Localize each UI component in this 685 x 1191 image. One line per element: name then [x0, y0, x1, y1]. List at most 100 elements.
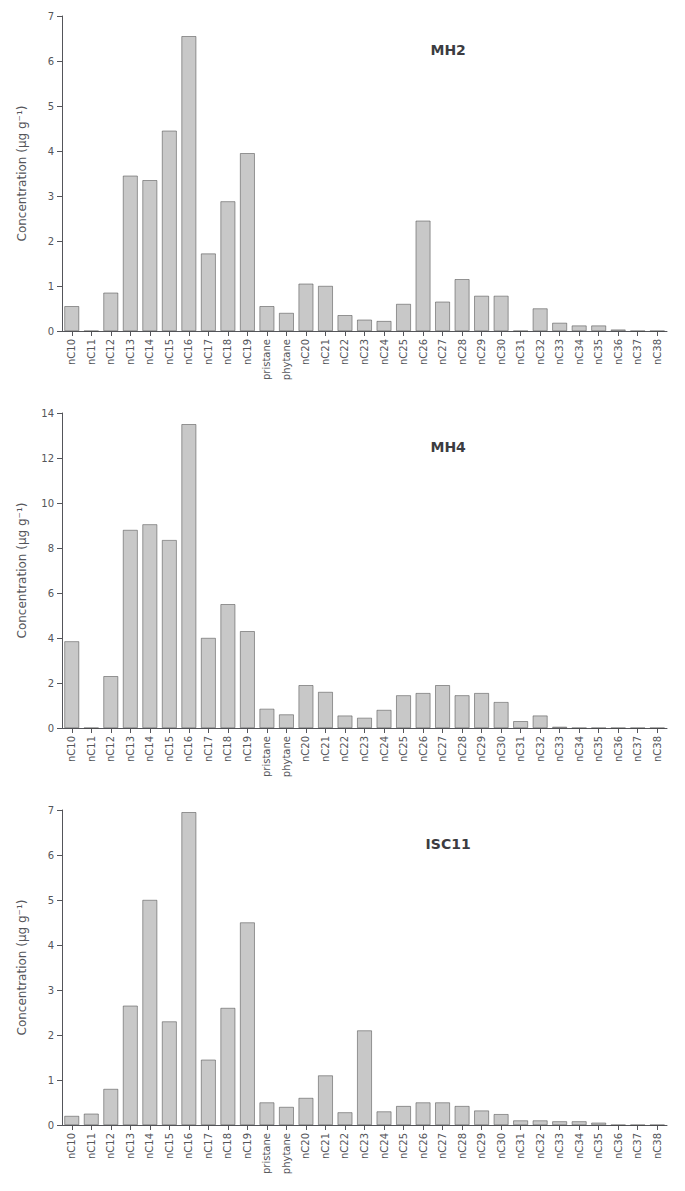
svg-text:1: 1 [48, 1075, 54, 1086]
svg-text:phytane: phytane [281, 1133, 292, 1174]
svg-text:7: 7 [48, 11, 54, 22]
svg-text:nC30: nC30 [496, 736, 507, 762]
svg-text:nC19: nC19 [242, 1133, 253, 1159]
svg-text:nC35: nC35 [593, 1133, 604, 1159]
svg-text:2: 2 [48, 678, 54, 689]
svg-text:nC18: nC18 [222, 1133, 233, 1159]
svg-text:nC20: nC20 [300, 339, 311, 365]
svg-text:nC14: nC14 [144, 1133, 155, 1159]
svg-text:nC26: nC26 [418, 736, 429, 762]
svg-text:nC28: nC28 [457, 1133, 468, 1159]
svg-text:nC17: nC17 [203, 339, 214, 365]
svg-text:nC27: nC27 [437, 1133, 448, 1159]
svg-text:nC13: nC13 [125, 736, 136, 762]
svg-text:nC36: nC36 [613, 736, 624, 762]
svg-text:nC27: nC27 [437, 736, 448, 762]
svg-text:nC23: nC23 [359, 1133, 370, 1159]
svg-text:MH4: MH4 [430, 439, 466, 455]
svg-text:nC15: nC15 [164, 339, 175, 365]
svg-text:nC12: nC12 [105, 1133, 116, 1159]
svg-text:nC37: nC37 [632, 1133, 643, 1159]
svg-text:nC32: nC32 [535, 736, 546, 762]
svg-text:nC32: nC32 [535, 1133, 546, 1159]
svg-text:nC33: nC33 [554, 1133, 565, 1159]
svg-text:12: 12 [41, 453, 54, 464]
svg-text:nC13: nC13 [125, 339, 136, 365]
svg-text:nC14: nC14 [144, 339, 155, 365]
svg-text:nC33: nC33 [554, 339, 565, 365]
svg-text:6: 6 [48, 850, 54, 861]
svg-text:nC27: nC27 [437, 339, 448, 365]
svg-text:nC26: nC26 [418, 339, 429, 365]
svg-text:nC24: nC24 [379, 339, 390, 365]
svg-text:nC12: nC12 [105, 736, 116, 762]
svg-text:nC17: nC17 [203, 736, 214, 762]
svg-text:nC31: nC31 [515, 1133, 526, 1159]
svg-text:6: 6 [48, 56, 54, 67]
svg-text:7: 7 [48, 805, 54, 816]
svg-text:nC37: nC37 [632, 339, 643, 365]
svg-text:nC25: nC25 [398, 736, 409, 762]
svg-text:nC19: nC19 [242, 339, 253, 365]
svg-text:nC35: nC35 [593, 339, 604, 365]
svg-text:nC29: nC29 [476, 1133, 487, 1159]
svg-text:nC21: nC21 [320, 1133, 331, 1159]
svg-text:MH2: MH2 [430, 42, 465, 58]
svg-text:nC24: nC24 [379, 736, 390, 762]
svg-text:nC15: nC15 [164, 1133, 175, 1159]
svg-text:nC17: nC17 [203, 1133, 214, 1159]
svg-text:nC36: nC36 [613, 1133, 624, 1159]
svg-text:14: 14 [41, 408, 54, 419]
svg-text:nC29: nC29 [476, 339, 487, 365]
svg-text:nC29: nC29 [476, 736, 487, 762]
svg-text:10: 10 [41, 498, 54, 509]
svg-text:pristane: pristane [261, 1133, 272, 1174]
svg-text:nC37: nC37 [632, 736, 643, 762]
svg-text:nC28: nC28 [457, 339, 468, 365]
svg-text:3: 3 [48, 985, 54, 996]
svg-text:nC34: nC34 [574, 339, 585, 365]
svg-text:1: 1 [48, 281, 54, 292]
svg-text:nC28: nC28 [457, 736, 468, 762]
svg-text:nC16: nC16 [183, 1133, 194, 1159]
svg-text:nC35: nC35 [593, 736, 604, 762]
svg-text:5: 5 [48, 895, 54, 906]
svg-text:8: 8 [48, 543, 54, 554]
svg-text:nC16: nC16 [183, 736, 194, 762]
svg-text:nC10: nC10 [66, 736, 77, 762]
svg-text:nC38: nC38 [652, 339, 663, 365]
svg-text:nC30: nC30 [496, 339, 507, 365]
svg-text:nC34: nC34 [574, 1133, 585, 1159]
svg-text:nC20: nC20 [300, 736, 311, 762]
svg-text:3: 3 [48, 191, 54, 202]
svg-text:nC33: nC33 [554, 736, 565, 762]
svg-text:Concentration (μg g⁻¹): Concentration (μg g⁻¹) [15, 503, 29, 639]
svg-text:5: 5 [48, 101, 54, 112]
svg-text:nC18: nC18 [222, 736, 233, 762]
svg-text:nC20: nC20 [300, 1133, 311, 1159]
svg-text:nC15: nC15 [164, 736, 175, 762]
svg-text:nC10: nC10 [66, 339, 77, 365]
svg-text:nC24: nC24 [379, 1133, 390, 1159]
svg-text:4: 4 [48, 146, 54, 157]
svg-text:nC11: nC11 [86, 736, 97, 762]
svg-text:Concentration (μg g⁻¹): Concentration (μg g⁻¹) [15, 106, 29, 242]
svg-text:pristane: pristane [261, 736, 272, 777]
svg-text:nC21: nC21 [320, 736, 331, 762]
svg-text:nC11: nC11 [86, 339, 97, 365]
svg-text:nC13: nC13 [125, 1133, 136, 1159]
svg-text:nC32: nC32 [535, 339, 546, 365]
svg-text:nC31: nC31 [515, 339, 526, 365]
svg-text:nC23: nC23 [359, 736, 370, 762]
svg-text:nC31: nC31 [515, 736, 526, 762]
svg-text:nC14: nC14 [144, 736, 155, 762]
svg-text:ISC11: ISC11 [426, 836, 471, 852]
svg-text:2: 2 [48, 1030, 54, 1041]
svg-text:nC16: nC16 [183, 339, 194, 365]
svg-text:nC25: nC25 [398, 339, 409, 365]
svg-text:nC18: nC18 [222, 339, 233, 365]
svg-text:phytane: phytane [281, 339, 292, 380]
svg-text:nC26: nC26 [418, 1133, 429, 1159]
svg-text:nC10: nC10 [66, 1133, 77, 1159]
svg-text:nC12: nC12 [105, 339, 116, 365]
